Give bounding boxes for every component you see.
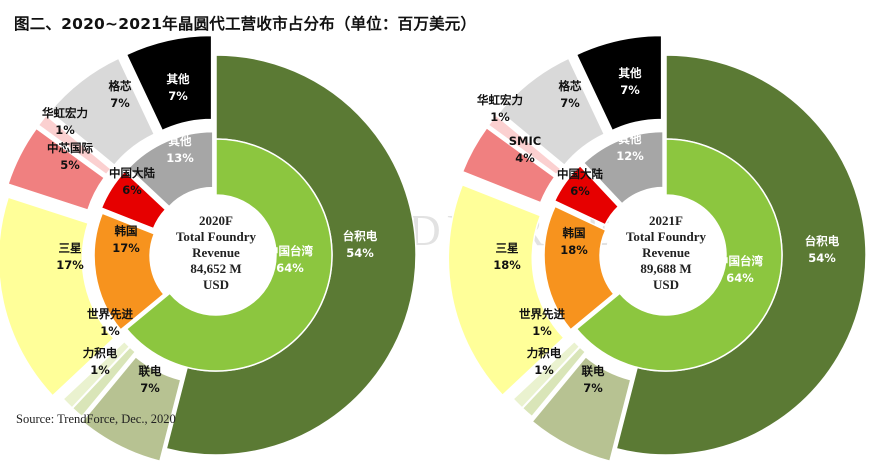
center-label-0-0: 2020F — [199, 213, 233, 228]
outer-1-slice-4 — [447, 183, 565, 397]
outer-value-0-7: 7% — [110, 96, 130, 110]
inner-value-0-1: 17% — [112, 241, 140, 255]
outer-0-slice-1 — [81, 355, 182, 463]
outer-value-0-2: 1% — [90, 363, 110, 377]
center-label-1-1: Total Foundry — [626, 229, 707, 244]
outer-0-slice-6 — [37, 114, 112, 176]
outer-0-slice-4 — [0, 196, 115, 397]
inner-label-1-1: 韩国 — [563, 226, 586, 240]
outer-label-1-3: 世界先进 — [519, 307, 565, 321]
inner-1-slice-2 — [553, 164, 620, 226]
outer-value-0-5: 5% — [60, 158, 80, 172]
outer-value-1-6: 1% — [490, 110, 510, 124]
inner-0-slice-1 — [93, 212, 165, 331]
outer-label-0-0: 台积电 — [343, 229, 378, 243]
inner-label-1-2: 中国大陆 — [557, 167, 603, 181]
inner-label-0-1: 韩国 — [115, 224, 138, 238]
outer-value-1-7: 7% — [560, 96, 580, 110]
center-label-0-3: 84,652 M — [190, 261, 241, 276]
chart-title: 图二、2020~2021年晶圆代工营收市占分布（单位：百万美元） — [14, 15, 477, 33]
outer-value-0-3: 1% — [100, 324, 120, 338]
outer-value-1-0: 54% — [808, 251, 836, 265]
inner-value-1-2: 6% — [570, 184, 590, 198]
inner-label-0-0: 中国台湾 — [267, 244, 313, 258]
outer-label-0-1: 联电 — [139, 364, 162, 378]
center-label-1-0: 2021F — [649, 213, 683, 228]
donut-center-1 — [606, 195, 726, 315]
outer-value-1-1: 7% — [583, 381, 603, 395]
center-label-1-3: 89,688 M — [640, 261, 691, 276]
outer-label-1-1: 联电 — [582, 364, 605, 378]
outer-0-slice-5 — [7, 127, 106, 212]
inner-value-1-1: 18% — [560, 243, 588, 257]
outer-label-0-6: 华虹宏力 — [42, 106, 88, 120]
inner-label-1-3: 其他 — [619, 132, 642, 146]
outer-label-0-2: 力积电 — [83, 346, 118, 360]
inner-value-0-0: 64% — [276, 261, 304, 275]
inner-label-1-0: 中国台湾 — [717, 254, 763, 268]
outer-value-0-1: 7% — [140, 381, 160, 395]
inner-0-slice-0 — [125, 138, 333, 372]
outer-label-0-3: 世界先进 — [87, 307, 133, 321]
inner-0-slice-2 — [100, 170, 167, 230]
outer-label-1-2: 力积电 — [527, 346, 562, 360]
outer-1-slice-1 — [531, 355, 632, 463]
inner-value-1-0: 64% — [726, 271, 754, 285]
outer-value-1-3: 1% — [532, 324, 552, 338]
inner-value-1-3: 12% — [616, 149, 644, 163]
outer-label-1-5: SMIC — [509, 134, 541, 148]
inner-0-slice-3 — [127, 130, 214, 208]
outer-label-0-8: 其他 — [167, 72, 190, 86]
outer-value-1-5: 4% — [515, 151, 535, 165]
outer-label-0-4: 三星 — [59, 241, 82, 255]
outer-0-slice-3 — [62, 340, 131, 409]
outer-label-1-8: 其他 — [619, 66, 642, 80]
outer-value-1-8: 7% — [620, 83, 640, 97]
center-label-1-2: Revenue — [642, 245, 690, 260]
outer-label-1-7: 格芯 — [559, 79, 582, 93]
center-label-1-4: USD — [653, 277, 679, 292]
center-label-0-4: USD — [203, 277, 229, 292]
outer-label-1-0: 台积电 — [805, 234, 840, 248]
center-label-0-1: Total Foundry — [176, 229, 257, 244]
outer-value-0-0: 54% — [346, 246, 374, 260]
source-note: Source: TrendForce, Dec., 2020 — [16, 412, 176, 426]
inner-label-0-3: 其他 — [169, 134, 192, 148]
outer-1-slice-7 — [498, 57, 606, 167]
inner-1-slice-1 — [543, 205, 615, 331]
outer-label-0-5: 中芯国际 — [47, 141, 93, 155]
outer-label-1-6: 华虹宏力 — [477, 93, 523, 107]
inner-label-0-2: 中国大陆 — [109, 166, 155, 180]
outer-value-0-6: 1% — [55, 123, 75, 137]
inner-value-0-3: 13% — [166, 151, 194, 165]
inner-1-slice-3 — [582, 130, 664, 205]
outer-value-1-4: 18% — [493, 258, 521, 272]
donut-center-0 — [156, 195, 276, 315]
outer-value-1-2: 1% — [534, 363, 554, 377]
outer-label-1-4: 三星 — [496, 241, 519, 255]
outer-value-0-4: 17% — [56, 258, 84, 272]
outer-0-slice-8 — [125, 34, 213, 132]
center-label-0-2: Revenue — [192, 245, 240, 260]
outer-1-slice-8 — [575, 34, 663, 132]
outer-label-0-7: 格芯 — [109, 79, 132, 93]
outer-1-slice-5 — [461, 126, 556, 204]
outer-value-0-8: 7% — [168, 89, 188, 103]
inner-value-0-2: 6% — [122, 183, 142, 197]
inner-1-slice-0 — [575, 138, 783, 372]
outer-0-slice-7 — [48, 57, 156, 167]
outer-1-slice-3 — [512, 340, 581, 409]
outer-1-slice-6 — [487, 114, 562, 176]
